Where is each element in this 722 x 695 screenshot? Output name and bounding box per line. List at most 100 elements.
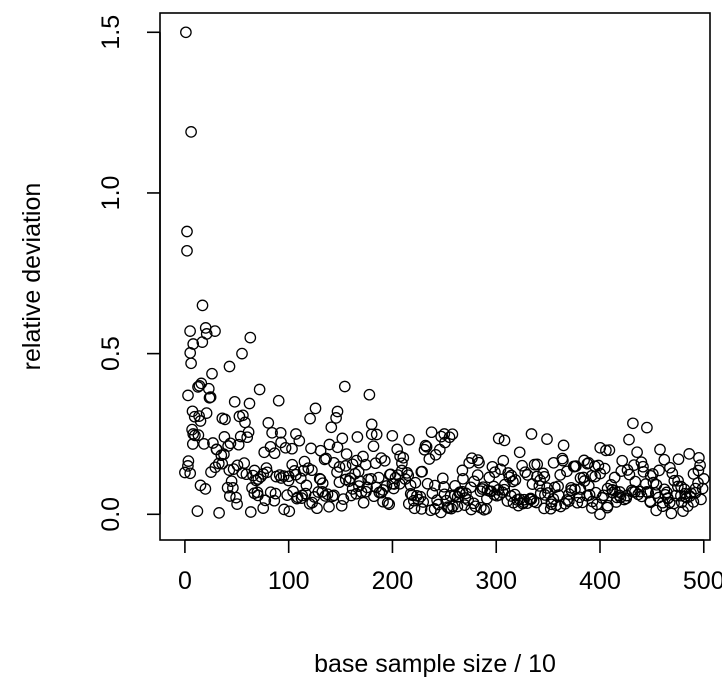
data-point bbox=[367, 440, 380, 453]
data-point bbox=[666, 467, 679, 480]
data-point bbox=[365, 418, 378, 431]
x-tick-label: 200 bbox=[372, 567, 414, 595]
data-point bbox=[650, 504, 663, 517]
data-point bbox=[438, 480, 450, 493]
data-point bbox=[272, 394, 285, 407]
x-tick-label: 300 bbox=[475, 567, 517, 595]
data-point bbox=[188, 410, 201, 423]
data-point bbox=[243, 397, 256, 410]
data-point bbox=[294, 472, 307, 485]
data-point bbox=[194, 415, 207, 427]
data-point bbox=[421, 477, 434, 490]
data-point bbox=[180, 26, 192, 39]
data-point bbox=[253, 383, 266, 396]
data-point bbox=[230, 491, 242, 504]
data-point bbox=[242, 426, 255, 438]
data-point bbox=[530, 496, 543, 509]
data-point bbox=[375, 452, 388, 464]
data-point bbox=[556, 452, 569, 465]
data-point bbox=[509, 474, 522, 486]
data-point bbox=[468, 475, 480, 488]
data-point bbox=[498, 434, 511, 447]
data-point bbox=[668, 474, 681, 487]
data-point bbox=[696, 482, 709, 495]
data-point bbox=[637, 460, 649, 473]
data-point bbox=[386, 429, 399, 442]
data-point bbox=[473, 456, 485, 469]
data-point bbox=[283, 505, 296, 518]
data-point bbox=[222, 440, 234, 452]
data-point bbox=[268, 447, 281, 460]
data-point bbox=[498, 483, 511, 496]
data-point bbox=[290, 428, 302, 440]
data-point bbox=[519, 466, 532, 479]
data-point bbox=[497, 454, 510, 467]
data-point bbox=[293, 434, 306, 447]
data-point bbox=[266, 426, 278, 439]
data-point bbox=[541, 482, 553, 494]
data-point bbox=[457, 472, 469, 485]
data-point bbox=[223, 360, 236, 373]
data-point bbox=[627, 417, 639, 430]
data-point bbox=[380, 480, 393, 492]
data-point bbox=[456, 464, 469, 477]
data-point bbox=[286, 442, 298, 455]
data-point bbox=[333, 461, 346, 473]
data-point bbox=[345, 489, 358, 502]
data-point bbox=[223, 490, 236, 502]
data-point bbox=[689, 482, 702, 495]
data-point bbox=[683, 448, 696, 460]
data-point bbox=[365, 472, 377, 485]
data-point bbox=[264, 440, 277, 453]
data-point bbox=[331, 441, 344, 454]
data-point bbox=[365, 428, 378, 441]
data-point bbox=[583, 489, 596, 501]
data-point bbox=[644, 469, 657, 482]
data-point bbox=[653, 464, 665, 477]
data-point bbox=[492, 432, 505, 445]
data-point bbox=[616, 454, 629, 467]
data-point bbox=[337, 493, 350, 505]
x-tick-label: 500 bbox=[683, 567, 722, 595]
data-point bbox=[507, 475, 519, 488]
data-point bbox=[446, 428, 459, 441]
data-point bbox=[381, 497, 394, 509]
data-point bbox=[237, 409, 249, 422]
data-point bbox=[513, 446, 526, 459]
x-tick-label: 400 bbox=[579, 567, 621, 595]
data-point bbox=[198, 438, 210, 450]
x-tick-label: 100 bbox=[268, 567, 310, 595]
data-point bbox=[608, 471, 621, 484]
data-point bbox=[184, 467, 197, 480]
x-axis-title: base sample size / 10 bbox=[314, 650, 556, 678]
data-point bbox=[278, 503, 290, 516]
data-point bbox=[186, 438, 199, 450]
data-point bbox=[321, 488, 334, 501]
data-point bbox=[333, 476, 346, 489]
data-point bbox=[304, 412, 316, 425]
data-point bbox=[209, 461, 222, 474]
data-point bbox=[603, 444, 616, 456]
data-point bbox=[323, 500, 335, 513]
data-point bbox=[623, 433, 635, 446]
data-point bbox=[570, 460, 582, 472]
data-point bbox=[357, 450, 369, 463]
data-point bbox=[274, 426, 287, 439]
data-point bbox=[351, 431, 364, 443]
data-point bbox=[693, 451, 705, 464]
data-point bbox=[238, 457, 251, 469]
data-point bbox=[524, 492, 537, 505]
data-point bbox=[181, 225, 193, 238]
data-point bbox=[281, 489, 294, 501]
data-point bbox=[525, 428, 538, 440]
data-point bbox=[268, 494, 281, 507]
data-point bbox=[209, 325, 221, 337]
data-point bbox=[200, 407, 213, 419]
data-point bbox=[181, 244, 193, 257]
data-point bbox=[189, 429, 201, 442]
data-point bbox=[184, 347, 197, 359]
data-point bbox=[309, 402, 322, 415]
data-point bbox=[423, 453, 436, 465]
data-point bbox=[439, 436, 451, 449]
